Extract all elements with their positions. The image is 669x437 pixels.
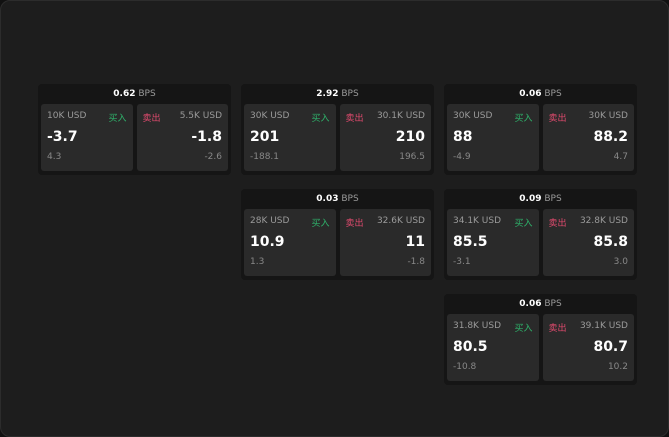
buy-cell[interactable]: 28K USD 买入 10.9 1.3: [244, 209, 336, 276]
buy-price: 85.5: [453, 234, 488, 250]
buy-cell[interactable]: 10K USD 买入 -3.7 4.3: [41, 104, 133, 171]
sell-label: 卖出: [548, 114, 567, 124]
spread-value: 0.09: [519, 194, 542, 204]
sell-size: 30.1K USD: [376, 111, 425, 121]
sell-label: 卖出: [548, 219, 567, 229]
sell-label: 卖出: [345, 219, 364, 229]
sell-price: 11: [405, 234, 425, 250]
quote-panel: 0.62 BPS 10K USD 买入 -3.7 4.3 卖出 5.5K USD…: [38, 84, 231, 175]
buy-size: 28K USD: [250, 216, 290, 226]
sell-label: 卖出: [548, 324, 567, 334]
sell-change: 3.0: [613, 257, 628, 267]
sell-price: 88.2: [593, 129, 628, 145]
buy-label: 买入: [514, 114, 533, 124]
buy-cell[interactable]: 30K USD 买入 201 -188.1: [244, 104, 336, 171]
quote-panel: 0.09 BPS 34.1K USD 买入 85.5 -3.1 卖出 32.8K…: [444, 189, 637, 280]
buy-price: 80.5: [453, 339, 488, 355]
buy-price: 88: [453, 129, 473, 145]
spread-unit: BPS: [138, 89, 156, 99]
buy-change: -4.9: [453, 152, 471, 162]
spread-header: 2.92 BPS: [241, 84, 434, 104]
spread-value: 0.62: [113, 89, 136, 99]
sell-size: 32.8K USD: [579, 216, 628, 226]
spread-header: 0.06 BPS: [444, 294, 637, 314]
buy-label: 买入: [514, 324, 533, 334]
spread-unit: BPS: [341, 194, 359, 204]
buy-change: -188.1: [250, 152, 280, 162]
spread-header: 0.62 BPS: [38, 84, 231, 104]
buy-change: 1.3: [250, 257, 265, 267]
sell-cell[interactable]: 卖出 30.1K USD 210 196.5: [339, 104, 431, 171]
buy-change: -10.8: [453, 362, 477, 372]
sell-size: 30K USD: [588, 111, 628, 121]
spread-header: 0.03 BPS: [241, 189, 434, 209]
buy-label: 买入: [311, 219, 330, 229]
buy-size: 31.8K USD: [453, 321, 502, 331]
buy-size: 10K USD: [47, 111, 87, 121]
buy-price: 201: [250, 129, 280, 145]
spread-value: 0.06: [519, 89, 542, 99]
sell-label: 卖出: [142, 114, 161, 124]
spread-value: 2.92: [316, 89, 339, 99]
sell-change: 4.7: [613, 152, 628, 162]
sell-size: 32.6K USD: [376, 216, 425, 226]
sell-label: 卖出: [345, 114, 364, 124]
sell-cell[interactable]: 卖出 39.1K USD 80.7 10.2: [542, 314, 634, 381]
sell-change: -2.6: [204, 152, 222, 162]
sell-change: 10.2: [607, 362, 628, 372]
spread-unit: BPS: [544, 299, 562, 309]
buy-cell[interactable]: 30K USD 买入 88 -4.9: [447, 104, 539, 171]
spread-header: 0.09 BPS: [444, 189, 637, 209]
sell-change: -1.8: [407, 257, 425, 267]
sell-price: 210: [395, 129, 425, 145]
spread-value: 0.03: [316, 194, 339, 204]
quote-panel: 2.92 BPS 30K USD 买入 201 -188.1 卖出 30.1K …: [241, 84, 434, 175]
sell-cell[interactable]: 卖出 30K USD 88.2 4.7: [542, 104, 634, 171]
buy-change: 4.3: [47, 152, 62, 162]
spread-value: 0.06: [519, 299, 542, 309]
sell-size: 5.5K USD: [179, 111, 222, 121]
quote-panel: 0.06 BPS 30K USD 买入 88 -4.9 卖出 30K USD 8…: [444, 84, 637, 175]
sell-price: -1.8: [191, 129, 222, 145]
sell-cell[interactable]: 卖出 32.8K USD 85.8 3.0: [542, 209, 634, 276]
buy-price: -3.7: [47, 129, 78, 145]
buy-label: 买入: [108, 114, 127, 124]
sell-cell[interactable]: 卖出 5.5K USD -1.8 -2.6: [136, 104, 228, 171]
spread-unit: BPS: [544, 89, 562, 99]
buy-price: 10.9: [250, 234, 285, 250]
buy-label: 买入: [514, 219, 533, 229]
buy-cell[interactable]: 31.8K USD 买入 80.5 -10.8: [447, 314, 539, 381]
spread-header: 0.06 BPS: [444, 84, 637, 104]
spread-unit: BPS: [341, 89, 359, 99]
sell-change: 196.5: [399, 152, 425, 162]
sell-price: 80.7: [593, 339, 628, 355]
sell-size: 39.1K USD: [579, 321, 628, 331]
buy-label: 买入: [311, 114, 330, 124]
buy-size: 30K USD: [453, 111, 493, 121]
sell-cell[interactable]: 卖出 32.6K USD 11 -1.8: [339, 209, 431, 276]
buy-size: 30K USD: [250, 111, 290, 121]
buy-cell[interactable]: 34.1K USD 买入 85.5 -3.1: [447, 209, 539, 276]
buy-change: -3.1: [453, 257, 471, 267]
quote-panel: 0.03 BPS 28K USD 买入 10.9 1.3 卖出 32.6K US…: [241, 189, 434, 280]
spread-unit: BPS: [544, 194, 562, 204]
quote-panel: 0.06 BPS 31.8K USD 买入 80.5 -10.8 卖出 39.1…: [444, 294, 637, 385]
buy-size: 34.1K USD: [453, 216, 502, 226]
sell-price: 85.8: [593, 234, 628, 250]
